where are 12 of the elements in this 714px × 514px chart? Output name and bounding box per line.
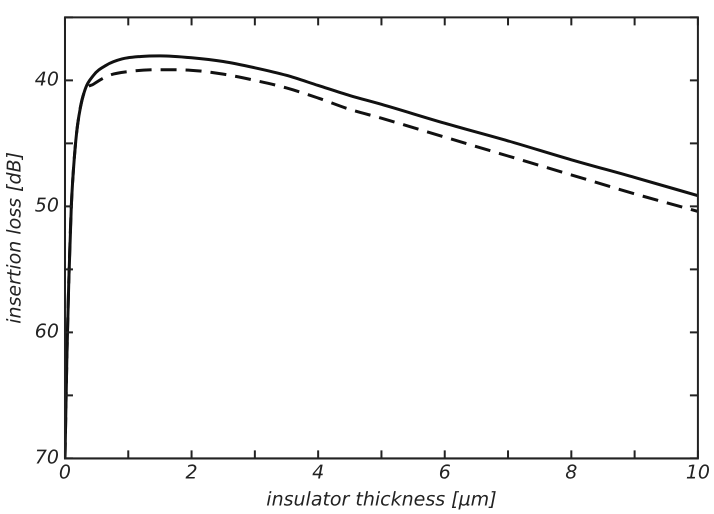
x-tick-label: 2 <box>186 462 198 484</box>
x-tick-label: 6 <box>438 462 451 484</box>
y-tick-label: 50 <box>34 194 59 216</box>
x-tick-label: 0 <box>58 462 72 484</box>
y-tick-label: 70 <box>34 446 59 468</box>
y-tick-label: 40 <box>34 68 59 90</box>
y-tick-label: 60 <box>34 320 59 342</box>
x-tick-label: 4 <box>312 462 324 484</box>
y-axis-title: insertion loss [dB] <box>3 152 26 324</box>
x-axis-title: insulator thickness [μm] <box>266 488 497 511</box>
x-tick-label: 8 <box>565 462 578 484</box>
x-tick-label: 10 <box>686 462 710 484</box>
